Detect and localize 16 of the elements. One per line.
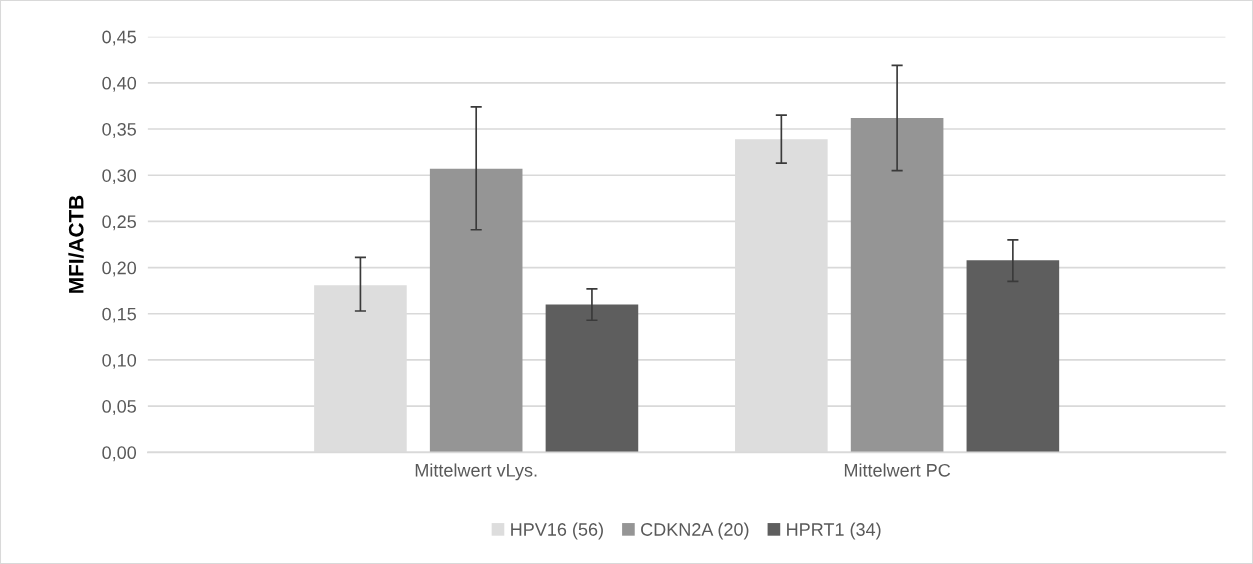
y-tick-label: 0,35	[102, 122, 136, 138]
legend-label: CDKN2A (20)	[641, 522, 749, 540]
y-tick-label: 0,15	[102, 307, 136, 323]
y-tick-label: 0,05	[102, 400, 136, 415]
x-tick-label: Mittelwert vLys.	[415, 463, 537, 481]
y-tick-label: 0,00	[102, 446, 137, 462]
legend-label: HPRT1 (34)	[787, 522, 881, 540]
y-tick-label: 0,10	[102, 353, 137, 369]
y-tick-label: 0,25	[102, 215, 136, 231]
x-tick-label: Mittelwert PC	[844, 463, 951, 477]
y-tick-label: 0,45	[102, 30, 136, 46]
legend-label: HPV16 (56)	[511, 522, 603, 540]
y-tick-label: 0,40	[102, 76, 137, 92]
y-axis-title: MFI/ACTB	[68, 195, 84, 293]
y-tick-label: 0,20	[102, 261, 137, 277]
y-tick-label: 0,30	[102, 169, 137, 185]
